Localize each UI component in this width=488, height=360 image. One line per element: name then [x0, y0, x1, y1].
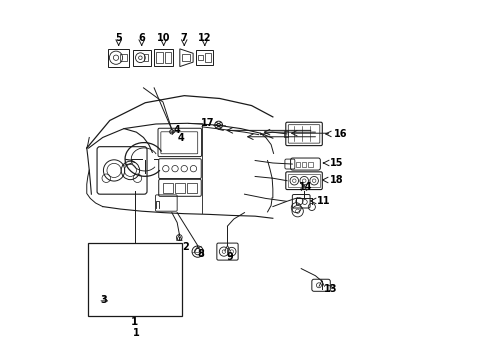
- Text: 18: 18: [329, 175, 343, 185]
- Bar: [156, 52, 163, 63]
- Text: 11: 11: [317, 196, 330, 206]
- Bar: [288, 174, 319, 187]
- Text: 8: 8: [198, 249, 204, 259]
- Bar: [163, 183, 173, 193]
- Text: 16: 16: [333, 129, 346, 139]
- Text: 9: 9: [226, 252, 233, 261]
- Text: 10: 10: [157, 33, 170, 43]
- Text: 3: 3: [100, 295, 106, 305]
- Text: 12: 12: [198, 33, 211, 43]
- Bar: [301, 162, 305, 167]
- Bar: [88, 243, 182, 316]
- Bar: [108, 49, 129, 67]
- Text: 13: 13: [323, 284, 336, 294]
- Circle shape: [143, 302, 145, 305]
- Text: 15: 15: [329, 158, 343, 168]
- Bar: [283, 131, 287, 137]
- Bar: [175, 183, 185, 193]
- Text: 2: 2: [182, 242, 189, 252]
- Bar: [143, 54, 148, 61]
- Bar: [295, 162, 299, 167]
- Bar: [133, 50, 150, 66]
- Text: 17: 17: [201, 118, 214, 128]
- Bar: [198, 55, 203, 60]
- Bar: [182, 54, 189, 61]
- Bar: [307, 162, 312, 167]
- Text: 5: 5: [115, 33, 122, 43]
- Bar: [120, 54, 127, 62]
- Text: 3: 3: [105, 271, 112, 281]
- Circle shape: [116, 252, 144, 280]
- Circle shape: [92, 249, 126, 283]
- Text: 4: 4: [173, 125, 180, 135]
- Text: 1: 1: [131, 318, 138, 328]
- Text: 7: 7: [181, 33, 187, 43]
- Bar: [196, 50, 213, 65]
- Text: 1: 1: [133, 328, 140, 338]
- Bar: [164, 52, 170, 63]
- Text: 4: 4: [177, 133, 183, 143]
- Bar: [154, 49, 173, 66]
- Bar: [205, 53, 211, 62]
- Text: 6: 6: [138, 33, 145, 43]
- Text: 14: 14: [298, 183, 311, 192]
- Bar: [187, 183, 197, 193]
